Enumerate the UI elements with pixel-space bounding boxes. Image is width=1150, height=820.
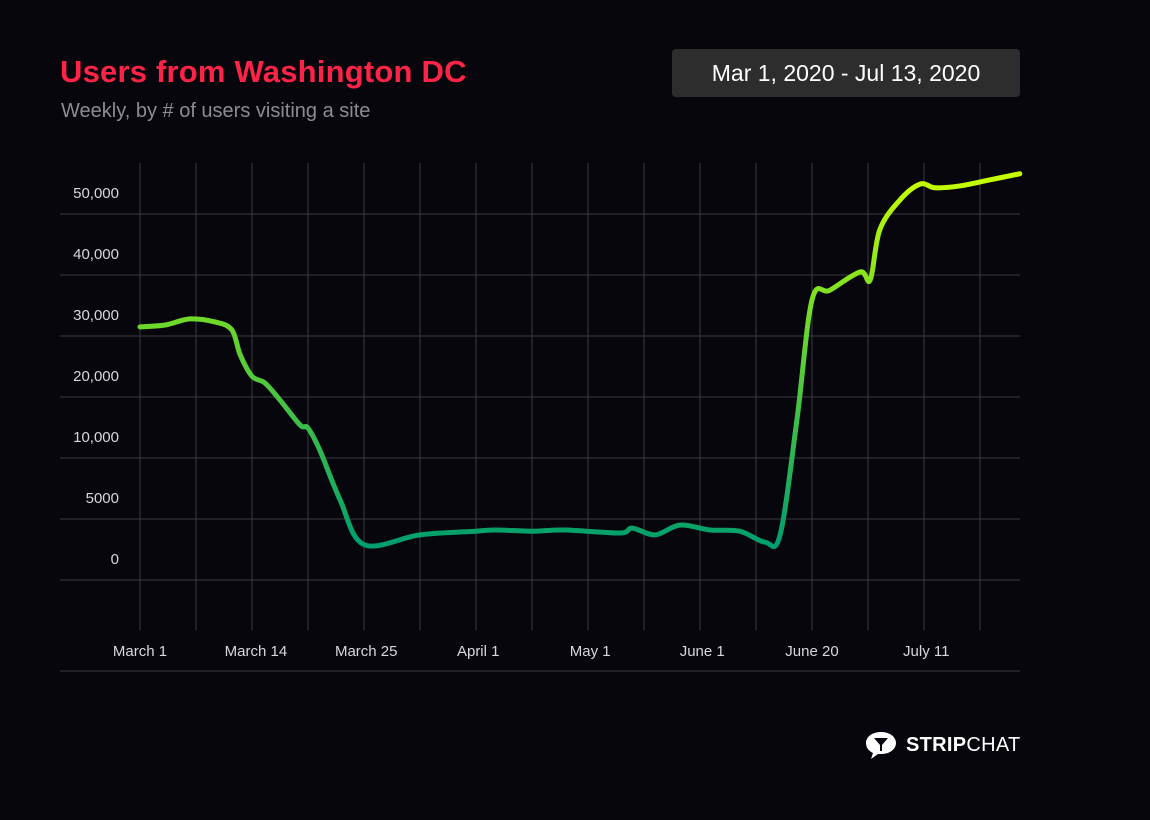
y-tick-label: 20,000 [73, 368, 119, 385]
y-tick-label: 30,000 [73, 307, 119, 324]
x-tick-label: May 1 [570, 643, 611, 660]
stripchat-logo: STRIPCHAT [864, 730, 1021, 760]
y-tick-label: 5000 [86, 490, 119, 507]
logo-bold-text: STRIP [906, 733, 967, 756]
y-tick-label: 0 [111, 551, 119, 568]
y-tick-label: 50,000 [73, 185, 119, 202]
y-tick-label: 10,000 [73, 429, 119, 446]
x-tick-label: April 1 [457, 643, 500, 660]
x-tick-label: March 1 [113, 643, 167, 660]
series-line-users [137, 171, 1023, 549]
logo-icon [866, 732, 896, 759]
x-tick-label: March 25 [335, 643, 398, 660]
chart-title: Users from Washington DC [60, 54, 467, 89]
y-tick-label: 40,000 [73, 246, 119, 263]
date-range-badge: Mar 1, 2020 - Jul 13, 2020 [672, 49, 1020, 97]
logo-wordmark: STRIPCHAT [906, 734, 1021, 757]
x-tick-label: March 14 [225, 643, 288, 660]
x-tick-label: June 20 [785, 643, 838, 660]
chart-subtitle: Weekly, by # of users visiting a site [61, 100, 371, 122]
x-tick-label: July 11 [903, 643, 949, 660]
x-tick-label: June 1 [680, 643, 725, 660]
logo-regular-text: CHAT [966, 733, 1021, 756]
